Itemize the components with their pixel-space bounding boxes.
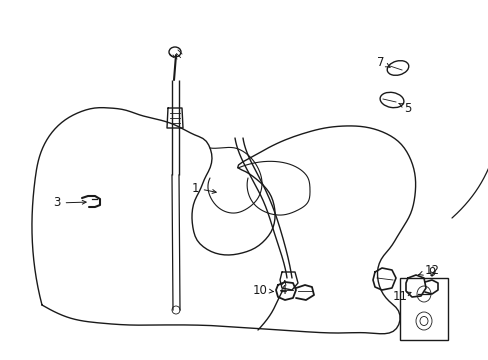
- Text: 2: 2: [0, 359, 1, 360]
- Text: 8: 8: [0, 359, 1, 360]
- Text: 4: 4: [279, 280, 286, 297]
- Text: 9: 9: [427, 266, 435, 279]
- Text: 11: 11: [392, 291, 410, 303]
- Text: 7: 7: [376, 55, 389, 68]
- Text: 10: 10: [252, 284, 273, 297]
- Text: 1: 1: [191, 181, 216, 194]
- Text: 3: 3: [53, 197, 86, 210]
- Bar: [399, 278, 447, 340]
- Text: 12: 12: [418, 264, 439, 276]
- Text: 6: 6: [0, 359, 1, 360]
- Text: 5: 5: [398, 102, 411, 114]
